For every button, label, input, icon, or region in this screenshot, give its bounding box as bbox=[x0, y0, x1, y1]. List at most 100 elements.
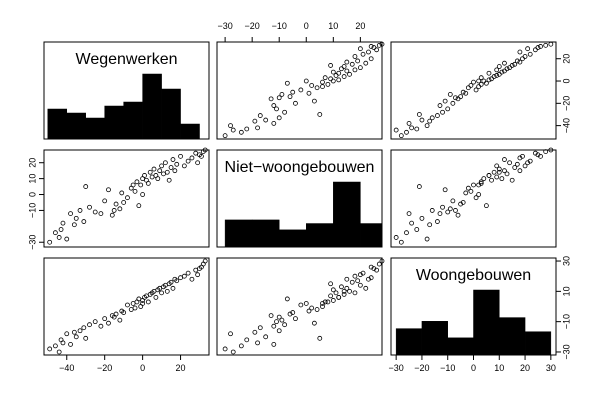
scatter-point bbox=[453, 208, 458, 213]
scatter-point bbox=[341, 74, 347, 79]
scatter-point bbox=[287, 94, 293, 100]
scatter-point bbox=[71, 329, 77, 335]
scatter-point bbox=[355, 58, 361, 64]
scatter-point bbox=[499, 176, 505, 182]
scatter-point bbox=[437, 103, 443, 108]
scatter-point bbox=[502, 157, 507, 162]
scatter-point bbox=[149, 174, 155, 180]
scatter-point bbox=[450, 198, 456, 204]
scatter-point bbox=[330, 78, 336, 84]
scatter-point bbox=[64, 331, 70, 337]
scatter-point bbox=[322, 299, 328, 305]
scatter-point bbox=[83, 335, 89, 341]
scatter-point bbox=[189, 276, 195, 282]
scatter-point bbox=[181, 163, 187, 169]
scatter-point bbox=[102, 316, 108, 322]
scatter-point bbox=[368, 56, 374, 62]
scatter-point bbox=[164, 169, 170, 175]
scatter-point bbox=[363, 285, 369, 291]
scatter-point bbox=[170, 157, 176, 162]
scatter-point bbox=[424, 236, 430, 242]
scatter-point bbox=[320, 304, 325, 309]
scatter-point bbox=[202, 258, 208, 264]
scatter-point bbox=[447, 206, 453, 212]
scatter-point bbox=[252, 118, 258, 124]
histogram-bar bbox=[104, 105, 124, 140]
scatter-point bbox=[357, 65, 363, 71]
scatter-point bbox=[162, 160, 168, 166]
panel-frame bbox=[390, 41, 557, 140]
scatter-point bbox=[509, 177, 515, 183]
scatter-point bbox=[68, 211, 73, 217]
histogram-bar bbox=[306, 223, 334, 248]
scatter-point bbox=[311, 320, 317, 326]
scatter-point bbox=[166, 177, 172, 183]
scatter-point bbox=[357, 46, 363, 52]
tick-label: −30 bbox=[561, 344, 571, 359]
scatter-point bbox=[276, 115, 282, 121]
scatter-point bbox=[306, 90, 312, 96]
scatter-point bbox=[140, 192, 146, 197]
tick-label: −20 bbox=[97, 363, 112, 373]
scatter-point bbox=[290, 89, 296, 95]
scatter-point bbox=[199, 153, 204, 159]
scatter-point bbox=[159, 163, 164, 169]
scatter-point bbox=[514, 58, 520, 64]
scatter-point bbox=[416, 184, 422, 189]
scatter-point bbox=[366, 276, 371, 282]
scatter-point bbox=[140, 301, 146, 306]
scatter-point bbox=[543, 42, 549, 48]
scatter-point bbox=[244, 126, 250, 132]
tick-label: 10 bbox=[494, 363, 504, 373]
scatter-point bbox=[491, 169, 497, 175]
scatter-point bbox=[142, 173, 147, 178]
scatter-point bbox=[306, 308, 312, 314]
scatter-point bbox=[368, 264, 374, 270]
scatter-point bbox=[481, 78, 487, 84]
scatter-point bbox=[522, 163, 528, 169]
scatter-point bbox=[168, 279, 174, 285]
scatter-point bbox=[494, 67, 500, 73]
scatter-point bbox=[106, 320, 111, 326]
scatter-point bbox=[64, 236, 70, 242]
scatter-point bbox=[404, 129, 409, 135]
scatter-point bbox=[478, 75, 484, 81]
histogram-bar bbox=[85, 117, 105, 140]
scatter-point bbox=[87, 204, 92, 210]
scatter-point bbox=[125, 302, 130, 308]
tick-label: −10 bbox=[561, 314, 571, 329]
scatter-point bbox=[455, 212, 461, 218]
scatter-point bbox=[465, 185, 471, 191]
scatter-point bbox=[60, 220, 66, 226]
x-axis-bottom-right: −30 −20 −10 0 10 20 30 bbox=[389, 354, 556, 373]
scatter-point bbox=[463, 90, 469, 96]
scatter-point bbox=[276, 328, 282, 334]
scatter-point bbox=[427, 222, 433, 228]
scatter-point bbox=[111, 208, 117, 213]
tick-label: −20 bbox=[561, 96, 571, 111]
scatter-point bbox=[494, 163, 500, 169]
histogram-bar bbox=[251, 219, 280, 248]
scatter-point bbox=[293, 100, 298, 106]
scatter-point bbox=[442, 187, 448, 193]
scatter-point bbox=[274, 319, 279, 325]
scatter-point bbox=[157, 168, 163, 174]
scatter-point bbox=[293, 316, 298, 322]
scatter-point bbox=[504, 66, 510, 72]
scatter-point bbox=[279, 317, 285, 323]
scatter-point bbox=[98, 323, 104, 329]
scatter-point bbox=[406, 120, 412, 126]
scatter-point bbox=[445, 106, 451, 112]
scatter-point bbox=[195, 272, 201, 278]
scatter-point bbox=[376, 42, 382, 48]
scatter-point bbox=[168, 165, 174, 170]
scatter-point bbox=[489, 177, 494, 183]
scatter-point bbox=[52, 230, 58, 236]
scatter-point bbox=[325, 81, 331, 87]
scatter-point bbox=[153, 295, 159, 300]
scatter-point bbox=[83, 184, 89, 189]
scatter-point bbox=[473, 87, 479, 93]
scatter-point bbox=[476, 84, 482, 89]
scatter-point bbox=[328, 293, 334, 299]
scatter-point bbox=[360, 51, 366, 57]
